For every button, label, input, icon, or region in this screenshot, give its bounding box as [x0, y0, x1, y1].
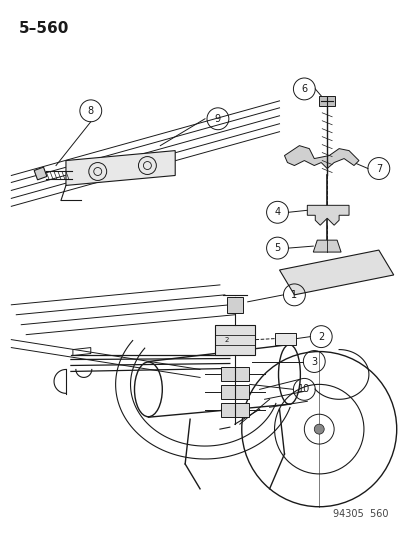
Text: 3: 3: [311, 357, 317, 367]
Bar: [274, 333, 296, 345]
Text: 2: 2: [224, 337, 228, 343]
Text: 94305  560: 94305 560: [332, 508, 388, 519]
Text: 8: 8: [88, 106, 94, 116]
Bar: [221, 403, 248, 417]
Polygon shape: [284, 146, 358, 168]
Bar: [221, 367, 248, 382]
Text: 7: 7: [375, 164, 381, 174]
Text: 6: 6: [301, 84, 307, 94]
Bar: [221, 385, 248, 399]
Text: 2: 2: [317, 332, 323, 342]
Circle shape: [313, 424, 323, 434]
Text: 4: 4: [274, 207, 280, 217]
Bar: [226, 297, 242, 313]
Polygon shape: [306, 205, 348, 225]
Bar: [318, 96, 335, 106]
Polygon shape: [279, 250, 393, 295]
Text: 1: 1: [291, 290, 297, 300]
Bar: [214, 325, 254, 354]
Text: 5: 5: [274, 243, 280, 253]
Polygon shape: [66, 151, 175, 185]
Polygon shape: [313, 240, 340, 252]
Text: 10: 10: [297, 384, 310, 394]
Bar: [34, 167, 47, 180]
Text: 5–560: 5–560: [19, 21, 69, 36]
Text: 9: 9: [214, 114, 221, 124]
